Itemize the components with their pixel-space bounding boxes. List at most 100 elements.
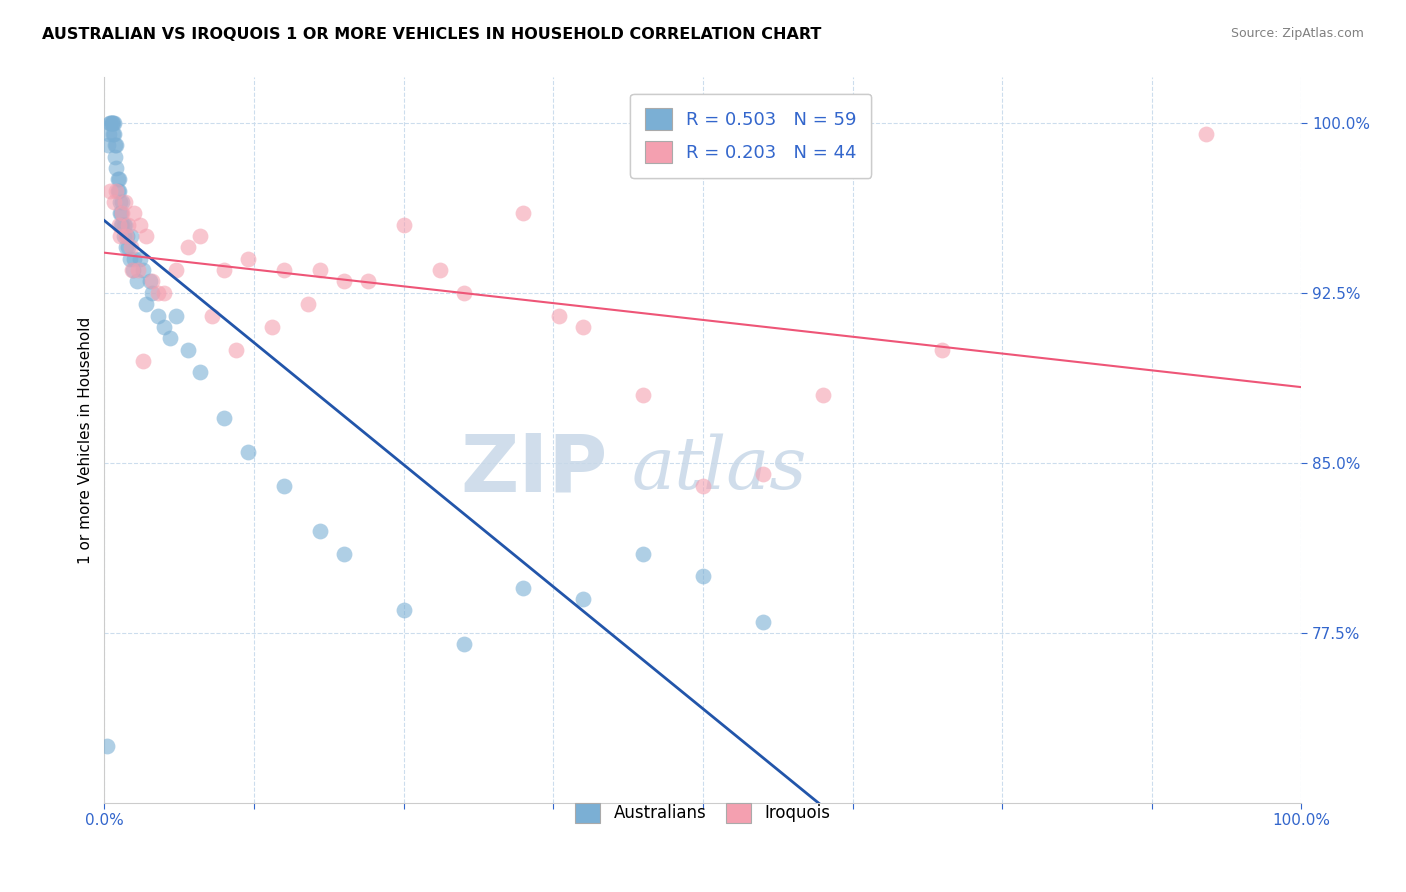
- Point: [125, 275, 148, 289]
- Point: [120, 229, 142, 244]
- Point: [107, 172, 129, 186]
- Point: [392, 218, 415, 232]
- Point: [148, 309, 170, 323]
- Point: [114, 195, 136, 210]
- Point: [117, 218, 139, 232]
- Point: [103, 116, 125, 130]
- Point: [273, 478, 295, 492]
- Point: [118, 252, 141, 266]
- Point: [120, 240, 142, 254]
- Point: [104, 150, 127, 164]
- Point: [100, 116, 122, 130]
- Point: [124, 252, 146, 266]
- Point: [135, 229, 157, 244]
- Point: [572, 319, 595, 334]
- Point: [333, 275, 356, 289]
- Point: [115, 229, 138, 244]
- Point: [177, 343, 200, 357]
- Point: [108, 229, 131, 244]
- Point: [110, 218, 132, 232]
- Point: [124, 206, 146, 220]
- Point: [98, 116, 121, 130]
- Point: [148, 285, 170, 300]
- Point: [692, 478, 714, 492]
- Point: [98, 184, 121, 198]
- Text: ZIP: ZIP: [460, 430, 607, 508]
- Point: [165, 309, 187, 323]
- Point: [548, 309, 571, 323]
- Point: [212, 263, 235, 277]
- Point: [111, 206, 134, 220]
- Point: [107, 184, 129, 198]
- Text: atlas: atlas: [631, 434, 807, 505]
- Point: [141, 275, 163, 289]
- Point: [153, 319, 176, 334]
- Point: [811, 388, 834, 402]
- Point: [101, 127, 124, 141]
- Point: [236, 252, 259, 266]
- Point: [512, 581, 534, 595]
- Point: [100, 116, 122, 130]
- Point: [103, 195, 125, 210]
- Point: [752, 615, 775, 629]
- Point: [111, 195, 134, 210]
- Point: [112, 229, 135, 244]
- Point: [97, 138, 120, 153]
- Point: [105, 184, 128, 198]
- Text: Source: ZipAtlas.com: Source: ZipAtlas.com: [1230, 27, 1364, 40]
- Point: [115, 229, 138, 244]
- Point: [357, 275, 380, 289]
- Point: [105, 161, 128, 175]
- Point: [141, 285, 163, 300]
- Point: [107, 184, 129, 198]
- Point: [631, 547, 654, 561]
- Point: [1195, 127, 1218, 141]
- Point: [107, 218, 129, 232]
- Point: [931, 343, 953, 357]
- Point: [188, 229, 211, 244]
- Point: [631, 388, 654, 402]
- Point: [104, 138, 127, 153]
- Point: [297, 297, 319, 311]
- Point: [114, 218, 136, 232]
- Point: [177, 240, 200, 254]
- Point: [129, 218, 152, 232]
- Point: [225, 343, 247, 357]
- Legend: Australians, Iroquois: Australians, Iroquois: [564, 791, 842, 835]
- Point: [453, 285, 475, 300]
- Point: [308, 263, 330, 277]
- Point: [392, 603, 415, 617]
- Point: [98, 127, 121, 141]
- Point: [752, 467, 775, 482]
- Point: [139, 275, 162, 289]
- Point: [108, 206, 131, 220]
- Point: [127, 263, 149, 277]
- Text: AUSTRALIAN VS IROQUOIS 1 OR MORE VEHICLES IN HOUSEHOLD CORRELATION CHART: AUSTRALIAN VS IROQUOIS 1 OR MORE VEHICLE…: [42, 27, 821, 42]
- Point: [112, 218, 135, 232]
- Point: [105, 138, 128, 153]
- Point: [107, 172, 129, 186]
- Point: [692, 569, 714, 583]
- Point: [159, 331, 181, 345]
- Point: [453, 637, 475, 651]
- Point: [201, 309, 224, 323]
- Point: [101, 116, 124, 130]
- Point: [96, 739, 118, 754]
- Point: [135, 297, 157, 311]
- Point: [103, 127, 125, 141]
- Point: [308, 524, 330, 538]
- Point: [108, 195, 131, 210]
- Point: [273, 263, 295, 277]
- Point: [129, 252, 152, 266]
- Point: [236, 444, 259, 458]
- Point: [260, 319, 283, 334]
- Point: [165, 263, 187, 277]
- Point: [131, 263, 153, 277]
- Point: [110, 206, 132, 220]
- Point: [333, 547, 356, 561]
- Point: [115, 240, 138, 254]
- Point: [512, 206, 534, 220]
- Point: [429, 263, 451, 277]
- Point: [572, 591, 595, 606]
- Point: [117, 240, 139, 254]
